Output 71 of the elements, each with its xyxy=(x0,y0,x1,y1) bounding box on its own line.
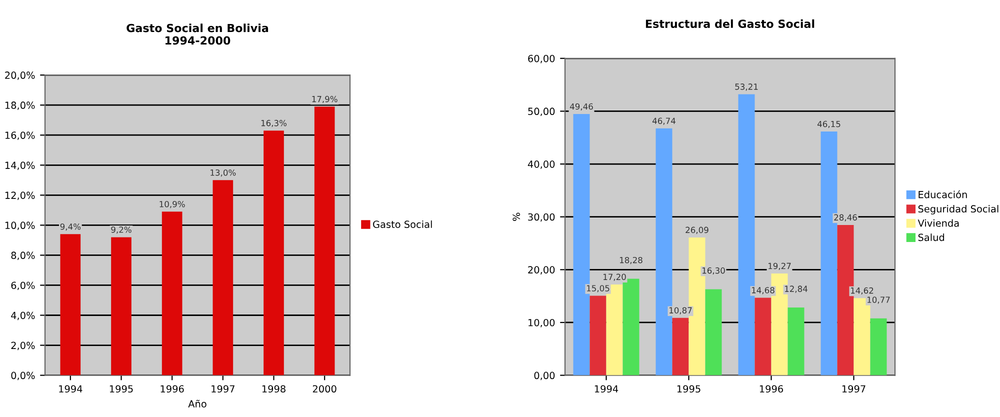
y-tick-label: 4,0% xyxy=(11,312,35,320)
y-tick-label: 40,00 xyxy=(528,160,555,169)
x-tick-label: 1994 xyxy=(59,385,82,393)
data-label: 28,46 xyxy=(834,214,857,222)
data-label: 14,68 xyxy=(752,287,774,294)
data-label: 9,2% xyxy=(111,226,132,234)
y-axis-title: % xyxy=(512,212,520,221)
bar xyxy=(111,237,132,376)
bar xyxy=(672,318,689,376)
x-tick-label: 1998 xyxy=(262,385,286,393)
y-tick-label: 6,0% xyxy=(11,282,35,290)
y-tick-label: 12,0% xyxy=(5,192,35,200)
bar xyxy=(590,296,606,376)
data-label: 49,46 xyxy=(570,103,593,111)
bar xyxy=(870,318,887,376)
data-label: 10,9% xyxy=(160,200,185,208)
data-label: 12,84 xyxy=(784,286,808,293)
chart-title: Gasto Social en Bolivia 1994-2000 xyxy=(126,24,268,45)
data-label: 46,74 xyxy=(652,118,676,125)
bar xyxy=(264,130,284,376)
y-tick-label: 10,0% xyxy=(5,222,35,230)
data-label: 17,20 xyxy=(603,274,626,281)
bar xyxy=(754,298,772,376)
legend-label: Educación xyxy=(918,190,967,198)
data-label: 15,05 xyxy=(586,285,610,292)
x-tick-label: 1995 xyxy=(110,385,133,393)
y-tick-label: 20,0% xyxy=(5,72,35,80)
data-label: 10,77 xyxy=(867,296,890,304)
y-tick-label: 14,0% xyxy=(5,162,35,170)
x-axis-title: Año xyxy=(188,400,206,408)
data-label: 16,30 xyxy=(702,267,725,275)
x-tick-label: 1997 xyxy=(212,385,234,393)
y-tick-label: 20,00 xyxy=(528,266,555,274)
x-tick-label: 1994 xyxy=(594,385,618,393)
chart-title: Estructura del Gasto Social xyxy=(646,19,814,28)
data-label: 13,0% xyxy=(210,169,236,177)
bar xyxy=(60,234,81,376)
legend-label: Salud xyxy=(918,234,944,242)
data-label: 19,27 xyxy=(768,262,791,270)
bar xyxy=(314,106,335,376)
bar xyxy=(705,289,722,376)
bar xyxy=(162,212,182,376)
bar xyxy=(212,180,234,376)
data-label: 10,87 xyxy=(669,307,692,314)
data-label: 16,3% xyxy=(261,120,287,128)
data-label: 17,9% xyxy=(312,96,338,104)
y-tick-label: 60,00 xyxy=(528,54,555,64)
legend-label: Seguridad Social xyxy=(918,205,998,214)
x-tick-label: 1996 xyxy=(760,385,784,393)
x-tick-label: 1997 xyxy=(842,385,866,393)
legend-label: Vivienda xyxy=(918,219,959,227)
y-tick-label: 0,0% xyxy=(11,372,35,380)
data-label: 26,09 xyxy=(686,226,708,234)
y-tick-label: 50,00 xyxy=(528,108,555,116)
legend-label: Gasto Social xyxy=(373,220,432,228)
x-tick-label: 1996 xyxy=(160,385,184,393)
data-label: 9,4% xyxy=(60,223,81,231)
bar xyxy=(788,307,804,376)
y-tick-label: 18,0% xyxy=(5,102,35,110)
y-tick-label: 30,00 xyxy=(528,213,555,222)
y-tick-label: 0,00 xyxy=(534,372,555,380)
y-tick-label: 8,0% xyxy=(11,252,35,260)
x-tick-label: 2000 xyxy=(312,385,336,393)
y-tick-label: 10,00 xyxy=(528,318,555,328)
data-label: 18,28 xyxy=(620,256,642,264)
data-label: 46,15 xyxy=(817,120,840,128)
y-tick-label: 16,0% xyxy=(5,132,35,140)
x-tick-label: 1995 xyxy=(677,385,700,393)
y-tick-label: 2,0% xyxy=(11,342,35,350)
data-label: 14,62 xyxy=(850,287,874,295)
data-label: 53,21 xyxy=(735,84,758,91)
